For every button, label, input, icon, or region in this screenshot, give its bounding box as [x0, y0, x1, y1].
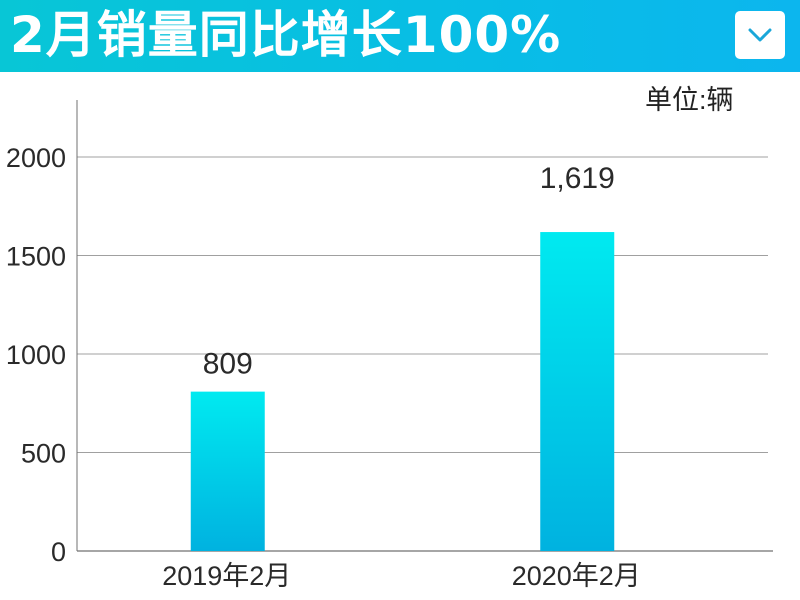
- y-tick-label: 1500: [6, 242, 66, 272]
- dropdown-button[interactable]: [735, 11, 785, 59]
- category-label: 2020年2月: [512, 561, 641, 591]
- value-labels: 809 1,619: [203, 162, 615, 381]
- category-labels: 2019年2月 2020年2月: [162, 561, 641, 591]
- y-tick-label: 500: [21, 439, 66, 469]
- category-label: 2019年2月: [162, 561, 291, 591]
- bars: [190, 232, 615, 551]
- bar: [540, 232, 615, 551]
- y-tick-label: 1000: [6, 340, 66, 370]
- axes: [76, 100, 773, 552]
- value-label: 809: [203, 348, 253, 381]
- gridlines: [77, 156, 768, 453]
- chevron-down-icon: [748, 28, 772, 42]
- y-tick-label: 0: [51, 537, 66, 567]
- unit-label: 单位:辆: [645, 85, 734, 115]
- page-title: 2月销量同比增长100%: [10, 6, 562, 64]
- value-label: 1,619: [540, 162, 615, 195]
- y-tick-labels: 0 500 1000 1500 2000: [6, 143, 66, 567]
- y-tick-label: 2000: [6, 143, 66, 173]
- title-bar: 2月销量同比增长100%: [0, 0, 800, 72]
- bar: [190, 391, 265, 551]
